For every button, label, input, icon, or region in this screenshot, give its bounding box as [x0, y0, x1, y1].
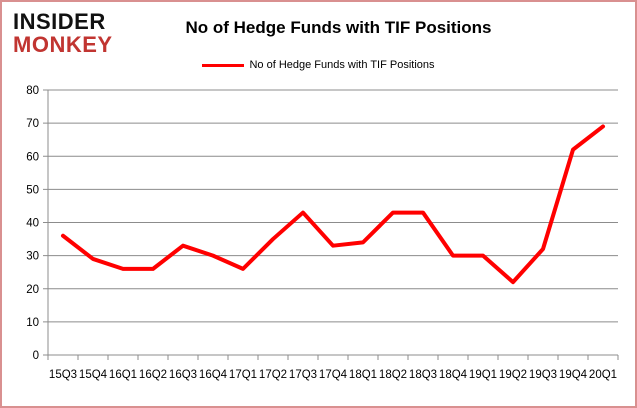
x-tick-label: 20Q1	[589, 369, 617, 381]
y-tick-label: 70	[26, 118, 39, 130]
x-tick-label: 19Q4	[559, 369, 588, 381]
logo-text-insider: INSIDER	[13, 9, 106, 34]
y-tick-label: 0	[33, 350, 39, 362]
chart-legend: No of Hedge Funds with TIF Positions	[2, 59, 635, 71]
logo-text-monkey: MONKEY	[13, 32, 113, 57]
x-tick-label: 19Q2	[499, 369, 527, 381]
x-tick-label: 17Q1	[229, 369, 257, 381]
series-line	[61, 124, 605, 285]
x-tick-label: 16Q4	[199, 369, 228, 381]
x-tick-label: 16Q1	[109, 369, 137, 381]
y-tick-label: 50	[26, 184, 39, 196]
y-tick-label: 10	[26, 317, 39, 329]
x-tick-label: 16Q2	[139, 369, 167, 381]
y-tick-label: 60	[26, 151, 39, 163]
x-tick-label: 18Q2	[379, 369, 407, 381]
y-tick-label: 20	[26, 284, 39, 296]
x-tick-label: 17Q4	[319, 369, 348, 381]
x-tick-label: 19Q1	[469, 369, 497, 381]
x-tick-label: 17Q2	[259, 369, 287, 381]
x-tick-label: 16Q3	[169, 369, 197, 381]
x-tick-label: 15Q3	[49, 369, 77, 381]
x-tick-label: 17Q3	[289, 369, 317, 381]
insider-monkey-logo: INSIDER MONKEY	[13, 11, 133, 56]
y-tick-label: 40	[26, 218, 39, 230]
y-tick-label: 30	[26, 251, 39, 263]
legend-line-swatch	[202, 63, 245, 67]
y-tick-label: 80	[26, 85, 39, 97]
chart-title: No of Hedge Funds with TIF Positions	[185, 18, 492, 37]
x-tick-label: 18Q4	[439, 369, 468, 381]
x-tick-label: 18Q3	[409, 369, 437, 381]
legend-label: No of Hedge Funds with TIF Positions	[249, 59, 435, 71]
x-tick-label: 19Q3	[529, 369, 557, 381]
x-tick-label: 18Q1	[349, 369, 377, 381]
x-tick-label: 15Q4	[79, 369, 108, 381]
